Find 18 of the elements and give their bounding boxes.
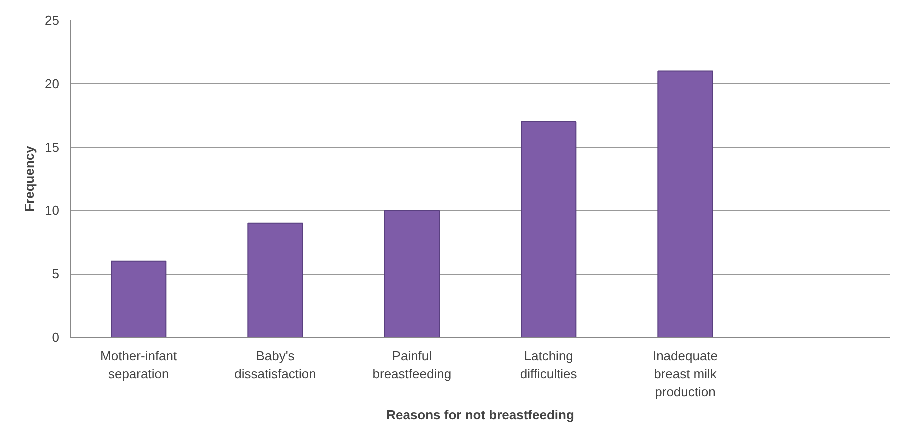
y-tick-label: 0 <box>52 330 60 345</box>
x-tick-label: Painful breastfeeding <box>372 348 452 382</box>
bar <box>111 260 167 338</box>
bar <box>521 121 577 338</box>
bar <box>384 210 440 338</box>
bar <box>658 70 714 338</box>
y-tick-label: 25 <box>45 13 60 28</box>
x-tick-label: Baby's dissatisfaction <box>234 348 316 382</box>
y-tick-label: 5 <box>52 266 60 282</box>
y-tick-label: 15 <box>45 140 60 155</box>
x-axis-title: Reasons for not breastfeeding <box>386 408 574 422</box>
bar <box>248 222 304 338</box>
x-tick-label: Mother-infant separation <box>100 348 178 382</box>
y-axis-title: Frequency <box>22 145 38 212</box>
x-tick-label: Latching difficulties <box>520 348 578 382</box>
y-tick-label: 10 <box>45 203 60 218</box>
y-tick-label: 20 <box>45 76 60 92</box>
x-tick-label: Inadequate breast milk production <box>652 348 718 400</box>
